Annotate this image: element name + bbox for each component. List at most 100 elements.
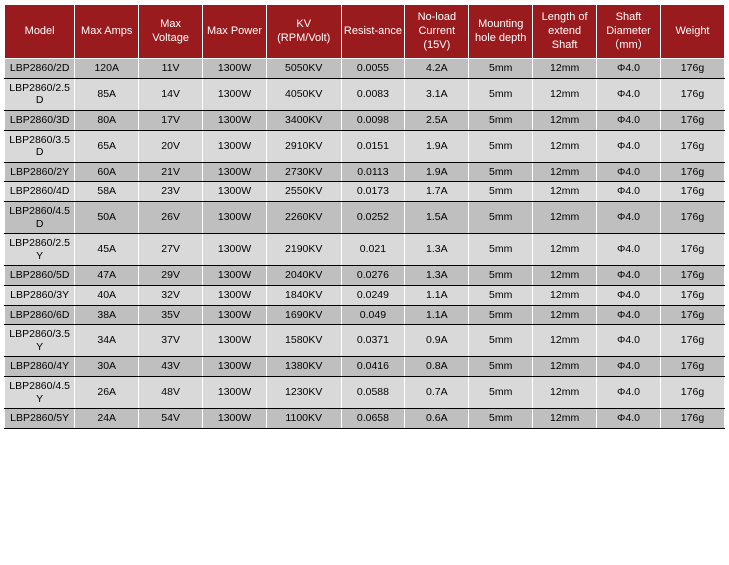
cell: LBP2860/2.5D [5, 78, 75, 110]
cell: 5050KV [266, 59, 341, 79]
col-header-1: Max Amps [75, 5, 139, 59]
cell: 12mm [533, 266, 597, 286]
table-row: LBP2860/3.5D65A20V1300W2910KV0.01511.9A5… [5, 130, 725, 162]
cell: 0.7A [405, 376, 469, 408]
cell: 35V [139, 305, 203, 325]
cell: 2040KV [266, 266, 341, 286]
cell: 176g [660, 325, 724, 357]
table-header: ModelMax AmpsMax VoltageMax PowerKV (RPM… [5, 5, 725, 59]
table-row: LBP2860/4Y30A43V1300W1380KV0.04160.8A5mm… [5, 357, 725, 377]
cell: 0.0252 [341, 202, 405, 234]
col-header-4: KV (RPM/Volt) [266, 5, 341, 59]
cell: 12mm [533, 409, 597, 429]
cell: 0.0658 [341, 409, 405, 429]
cell: 176g [660, 376, 724, 408]
cell: 37V [139, 325, 203, 357]
cell: 5mm [469, 325, 533, 357]
cell: 0.021 [341, 234, 405, 266]
cell: 1.9A [405, 162, 469, 182]
cell: 4.2A [405, 59, 469, 79]
cell: 1.3A [405, 234, 469, 266]
cell: 0.8A [405, 357, 469, 377]
cell: 120A [75, 59, 139, 79]
cell: 176g [660, 357, 724, 377]
cell: 176g [660, 162, 724, 182]
col-header-6: No-load Current (15V) [405, 5, 469, 59]
cell: Φ4.0 [597, 162, 661, 182]
cell: 5mm [469, 111, 533, 131]
cell: 2910KV [266, 130, 341, 162]
cell: 5mm [469, 59, 533, 79]
cell: 26V [139, 202, 203, 234]
cell: 1300W [203, 305, 267, 325]
cell: Φ4.0 [597, 325, 661, 357]
cell: 12mm [533, 59, 597, 79]
cell: 11V [139, 59, 203, 79]
cell: LBP2860/4.5D [5, 202, 75, 234]
cell: 0.0151 [341, 130, 405, 162]
cell: 5mm [469, 234, 533, 266]
cell: 1380KV [266, 357, 341, 377]
cell: 12mm [533, 305, 597, 325]
cell: 1300W [203, 409, 267, 429]
cell: LBP2860/2D [5, 59, 75, 79]
col-header-0: Model [5, 5, 75, 59]
cell: 1300W [203, 162, 267, 182]
cell: 47A [75, 266, 139, 286]
cell: 5mm [469, 130, 533, 162]
cell: 176g [660, 305, 724, 325]
cell: 38A [75, 305, 139, 325]
cell: 65A [75, 130, 139, 162]
cell: Φ4.0 [597, 182, 661, 202]
cell: 2190KV [266, 234, 341, 266]
cell: 176g [660, 234, 724, 266]
cell: 0.0113 [341, 162, 405, 182]
cell: 5mm [469, 409, 533, 429]
cell: 5mm [469, 162, 533, 182]
cell: 12mm [533, 285, 597, 305]
cell: 1.5A [405, 202, 469, 234]
cell: 1690KV [266, 305, 341, 325]
cell: Φ4.0 [597, 111, 661, 131]
table-row: LBP2860/2.5D85A14V1300W4050KV0.00833.1A5… [5, 78, 725, 110]
cell: 176g [660, 182, 724, 202]
cell: 2260KV [266, 202, 341, 234]
cell: LBP2860/4Y [5, 357, 75, 377]
cell: 40A [75, 285, 139, 305]
cell: 12mm [533, 162, 597, 182]
cell: 176g [660, 59, 724, 79]
cell: 5mm [469, 182, 533, 202]
cell: 0.0249 [341, 285, 405, 305]
cell: Φ4.0 [597, 266, 661, 286]
cell: LBP2860/5D [5, 266, 75, 286]
table-row: LBP2860/3.5Y34A37V1300W1580KV0.03710.9A5… [5, 325, 725, 357]
cell: 0.0276 [341, 266, 405, 286]
col-header-2: Max Voltage [139, 5, 203, 59]
cell: 1.1A [405, 305, 469, 325]
cell: 1300W [203, 325, 267, 357]
cell: 176g [660, 130, 724, 162]
cell: 48V [139, 376, 203, 408]
cell: Φ4.0 [597, 285, 661, 305]
cell: Φ4.0 [597, 305, 661, 325]
table-row: LBP2860/3D80A17V1300W3400KV0.00982.5A5mm… [5, 111, 725, 131]
cell: 1300W [203, 202, 267, 234]
cell: 12mm [533, 202, 597, 234]
table-row: LBP2860/4.5D50A26V1300W2260KV0.02521.5A5… [5, 202, 725, 234]
cell: 0.0083 [341, 78, 405, 110]
cell: 5mm [469, 305, 533, 325]
cell: 0.0371 [341, 325, 405, 357]
col-header-9: Shaft Diameter （mm） [597, 5, 661, 59]
cell: 1300W [203, 234, 267, 266]
cell: Φ4.0 [597, 409, 661, 429]
cell: 1.9A [405, 130, 469, 162]
cell: 176g [660, 111, 724, 131]
cell: 1.1A [405, 285, 469, 305]
cell: 43V [139, 357, 203, 377]
cell: 12mm [533, 234, 597, 266]
cell: 0.0055 [341, 59, 405, 79]
cell: LBP2860/3.5Y [5, 325, 75, 357]
cell: Φ4.0 [597, 59, 661, 79]
table-row: LBP2860/3Y40A32V1300W1840KV0.02491.1A5mm… [5, 285, 725, 305]
cell: LBP2860/6D [5, 305, 75, 325]
